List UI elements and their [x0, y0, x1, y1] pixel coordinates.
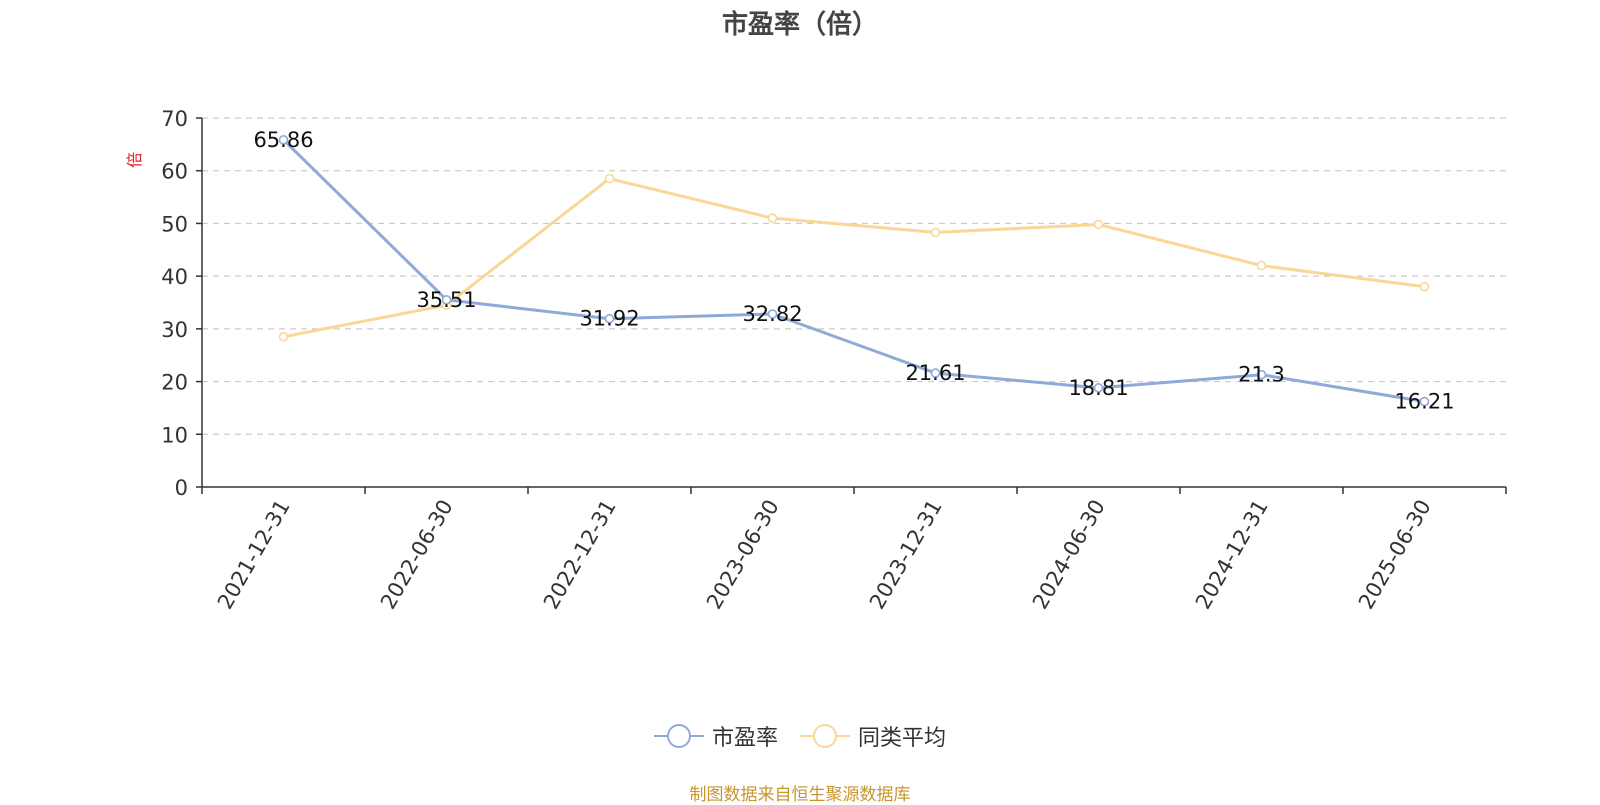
x-tick-label: 2025-06-30 — [1354, 496, 1436, 614]
data-label: 16.21 — [1394, 390, 1454, 414]
legend-marker-icon — [800, 722, 850, 750]
series — [278, 135, 1430, 407]
legend-label: 同类平均 — [858, 726, 947, 751]
data-point — [278, 135, 289, 145]
source-note: 制图数据来自恒生聚源数据库 — [689, 785, 911, 805]
y-tick-label: 70 — [161, 107, 188, 131]
legend-item[interactable]: 市盈率 — [653, 720, 778, 752]
y-tick-label: 50 — [161, 212, 188, 236]
chart-title: 市盈率（倍） — [721, 10, 878, 40]
axes: 0 10 20 30 40 50 60 70 2021-12-31 2022-06-30 2022-… — [161, 107, 1507, 614]
y-tick-label: 20 — [161, 371, 188, 395]
data-point — [930, 368, 941, 378]
data-point — [1256, 369, 1267, 380]
data-label: 35.51 — [416, 288, 476, 312]
y-axis-label: 倍 — [125, 152, 144, 168]
grid-lines — [202, 117, 1506, 435]
legend: 市盈率 同类平均 — [0, 720, 1600, 752]
data-label: 32.82 — [742, 302, 802, 326]
data-point — [441, 295, 452, 305]
x-tick-label: 2023-12-31 — [865, 496, 947, 614]
legend-item[interactable]: 同类平均 — [800, 720, 946, 752]
legend-marker-icon — [653, 722, 704, 750]
data-point — [1256, 260, 1267, 271]
data-point — [767, 309, 778, 319]
data-point — [604, 313, 615, 324]
data-label: 21.3 — [1238, 363, 1285, 387]
x-tick-label: 2021-12-31 — [213, 496, 295, 614]
data-label: 31.92 — [579, 307, 639, 331]
data-point — [1093, 219, 1104, 230]
y-tick-label: 40 — [161, 265, 188, 289]
data-label: 65.86 — [253, 128, 313, 152]
y-tick-label: 60 — [161, 160, 188, 184]
x-tick-label: 2022-06-30 — [376, 496, 458, 614]
data-point — [1419, 281, 1430, 292]
x-tick-label: 2024-06-30 — [1028, 496, 1110, 614]
data-labels: 65.86 35.51 31.92 32.82 21.61 18.81 21.3 16.21 — [253, 128, 1454, 414]
data-point — [1093, 383, 1104, 393]
x-tick-label: 2024-12-31 — [1191, 496, 1273, 614]
x-tick-label: 2022-12-31 — [539, 496, 621, 614]
data-label: 18.81 — [1068, 376, 1128, 400]
data-point — [1419, 396, 1430, 407]
data-label: 21.61 — [905, 361, 965, 385]
series-line — [282, 177, 1426, 339]
data-point — [604, 173, 615, 184]
data-point — [930, 227, 941, 238]
y-tick-label: 0 — [175, 476, 188, 500]
x-tick-label: 2023-06-30 — [702, 496, 784, 614]
legend-label: 市盈率 — [711, 726, 778, 751]
series-line — [282, 138, 1426, 404]
y-tick-label: 10 — [161, 423, 188, 447]
y-tick-label: 30 — [161, 318, 188, 342]
data-point — [767, 213, 778, 223]
data-point — [278, 331, 289, 342]
